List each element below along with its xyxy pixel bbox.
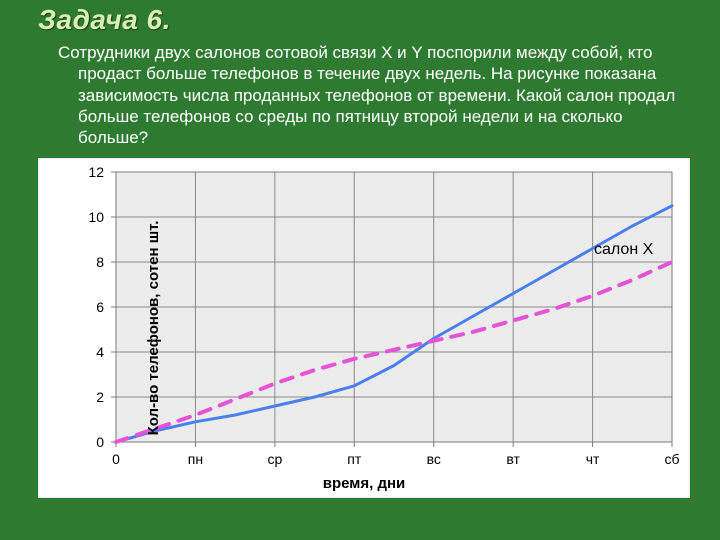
- x-axis-label: время, дни: [38, 475, 690, 492]
- svg-text:0: 0: [96, 434, 104, 450]
- svg-text:вт: вт: [506, 451, 520, 467]
- svg-text:чт: чт: [586, 451, 600, 467]
- chart-svg: 0 2 4 6 8 10 12 0 пн ср пт вс вт чт сб: [38, 158, 690, 498]
- y-axis-label: Кол-во телефонов, сотен шт.: [145, 221, 162, 436]
- svg-text:сб: сб: [664, 451, 679, 467]
- svg-text:вс: вс: [427, 451, 441, 467]
- svg-text:ср: ср: [267, 451, 282, 467]
- problem-text: Сотрудники двух салонов сотовой связи X …: [38, 42, 694, 148]
- slide-root: Задача 6. Сотрудники двух салонов сотово…: [0, 0, 720, 540]
- svg-text:10: 10: [88, 209, 104, 225]
- series-x-label: салон X: [594, 241, 653, 259]
- svg-text:пн: пн: [188, 451, 203, 467]
- title-text: Задача 6.: [38, 4, 171, 35]
- svg-text:пт: пт: [347, 451, 362, 467]
- svg-text:2: 2: [96, 389, 104, 405]
- svg-text:0: 0: [112, 451, 120, 467]
- slide-title: Задача 6.: [38, 4, 694, 36]
- svg-text:8: 8: [96, 254, 104, 270]
- svg-text:12: 12: [88, 164, 104, 180]
- svg-text:4: 4: [96, 344, 104, 360]
- svg-text:6: 6: [96, 299, 104, 315]
- chart-container: Кол-во телефонов, сотен шт. 0 2 4 6 8 10 12 0 пн…: [38, 158, 690, 498]
